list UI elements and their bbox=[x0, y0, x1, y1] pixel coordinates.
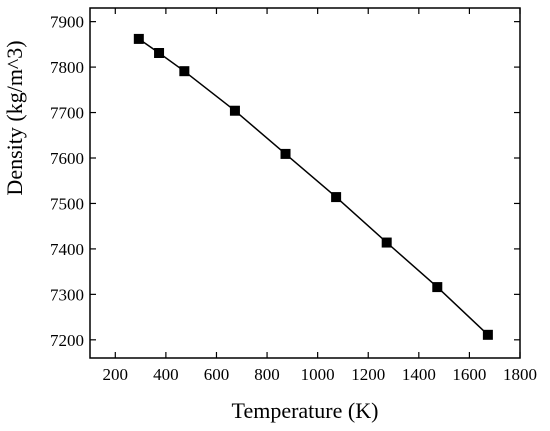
y-tick-label: 7400 bbox=[50, 240, 84, 259]
data-point-marker bbox=[381, 237, 392, 248]
data-point-marker bbox=[229, 105, 240, 116]
x-tick-label: 800 bbox=[254, 365, 280, 384]
x-tick-label: 1000 bbox=[301, 365, 335, 384]
data-point-marker bbox=[331, 192, 342, 203]
x-tick-label: 1600 bbox=[452, 365, 486, 384]
y-tick-label: 7500 bbox=[50, 194, 84, 213]
data-point-marker bbox=[154, 48, 165, 58]
y-tick-label: 7900 bbox=[50, 13, 84, 32]
x-axis: 200 400 600 800 1000 1200 1400 1600 1800 bbox=[103, 8, 537, 384]
data-point-marker bbox=[133, 33, 144, 44]
data-point-marker bbox=[280, 148, 291, 159]
y-axis: 7200 7300 7400 7500 7600 7700 7800 7900 bbox=[50, 13, 520, 350]
y-tick-label: 7600 bbox=[50, 149, 84, 168]
y-tick-label: 7800 bbox=[50, 58, 84, 77]
x-axis-title: Temperature (K) bbox=[232, 398, 379, 423]
y-tick-label: 7700 bbox=[50, 104, 84, 123]
x-tick-label: 400 bbox=[153, 365, 179, 384]
x-tick-label: 1400 bbox=[402, 365, 436, 384]
y-tick-label: 7300 bbox=[50, 285, 84, 304]
data-point-marker bbox=[482, 329, 493, 340]
x-tick-label: 1800 bbox=[503, 365, 537, 384]
data-point-marker bbox=[432, 282, 443, 293]
y-axis-title: Density (kg/m^3) bbox=[2, 40, 27, 195]
x-tick-label: 1200 bbox=[351, 365, 385, 384]
x-tick-label: 600 bbox=[204, 365, 230, 384]
x-tick-label: 200 bbox=[103, 365, 129, 384]
data-series bbox=[133, 33, 493, 340]
data-point-marker bbox=[179, 66, 190, 77]
plot-frame bbox=[89, 7, 521, 359]
y-tick-label: 7200 bbox=[50, 331, 84, 350]
